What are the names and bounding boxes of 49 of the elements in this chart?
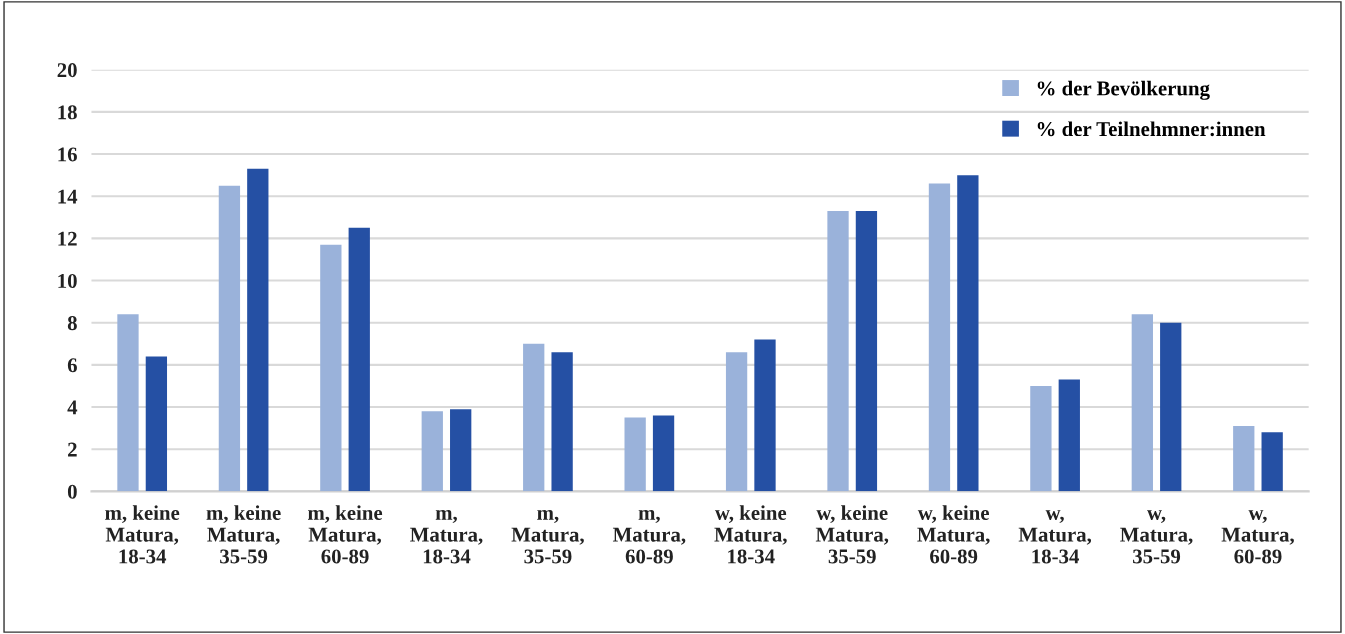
bar <box>957 175 979 492</box>
bar <box>145 356 168 492</box>
bar <box>421 411 443 492</box>
bar <box>928 183 951 492</box>
bar <box>348 227 370 492</box>
bar <box>652 415 675 492</box>
y-tick-label: 20 <box>57 63 77 78</box>
bar <box>754 339 776 492</box>
bar <box>855 210 878 492</box>
y-tick-label: 16 <box>58 147 77 162</box>
y-tick-label: 12 <box>58 231 77 246</box>
x-tick-label: m, keine Matura, 18-34 <box>105 505 180 564</box>
x-tick-label: m, keine Matura, 60-89 <box>308 505 383 564</box>
y-tick-label: 2 <box>68 442 77 457</box>
y-tick-label: 6 <box>67 358 77 373</box>
bar <box>523 343 545 492</box>
bar <box>117 314 139 492</box>
y-tick-label: 10 <box>58 273 77 288</box>
x-tick-label: m, Matura, 18-34 <box>410 509 483 564</box>
bar <box>247 168 269 492</box>
bar <box>1058 379 1080 492</box>
legend-label: % der Teilnehmner:innen <box>1037 121 1266 137</box>
bar <box>725 352 748 492</box>
y-tick-label: 14 <box>58 189 78 204</box>
bar <box>320 244 342 492</box>
x-tick-label: w, Matura, 18-34 <box>1018 510 1092 564</box>
bar <box>551 352 573 492</box>
x-tick-label: m, Matura, 35-59 <box>511 509 584 564</box>
y-tick-label: 8 <box>67 316 77 331</box>
x-tick-label: w, keine Matura, 18-34 <box>714 505 787 564</box>
bar <box>827 210 849 492</box>
bar <box>1030 385 1052 492</box>
y-tick-label: 4 <box>67 400 78 415</box>
x-tick-label: w, Matura, 60-89 <box>1221 510 1294 564</box>
y-tick-label: 0 <box>67 484 77 499</box>
x-tick-label: w, Matura, 35-59 <box>1120 510 1193 564</box>
x-tick-label: w, keine Matura, 60-89 <box>917 505 990 564</box>
bar <box>1160 322 1182 492</box>
bar <box>1131 314 1153 492</box>
legend-label: % der Bevölkerung <box>1037 80 1210 100</box>
x-tick-label: m, keine Matura, 35-59 <box>206 505 281 564</box>
x-tick-label: m, Matura, 60-89 <box>612 509 686 564</box>
x-tick-label: w, keine Matura, 35-59 <box>815 505 889 564</box>
bar <box>624 417 646 492</box>
bar <box>450 409 472 492</box>
bar <box>1261 432 1283 492</box>
y-tick-label: 18 <box>58 105 77 120</box>
bar <box>218 185 241 492</box>
bar <box>1233 426 1255 492</box>
